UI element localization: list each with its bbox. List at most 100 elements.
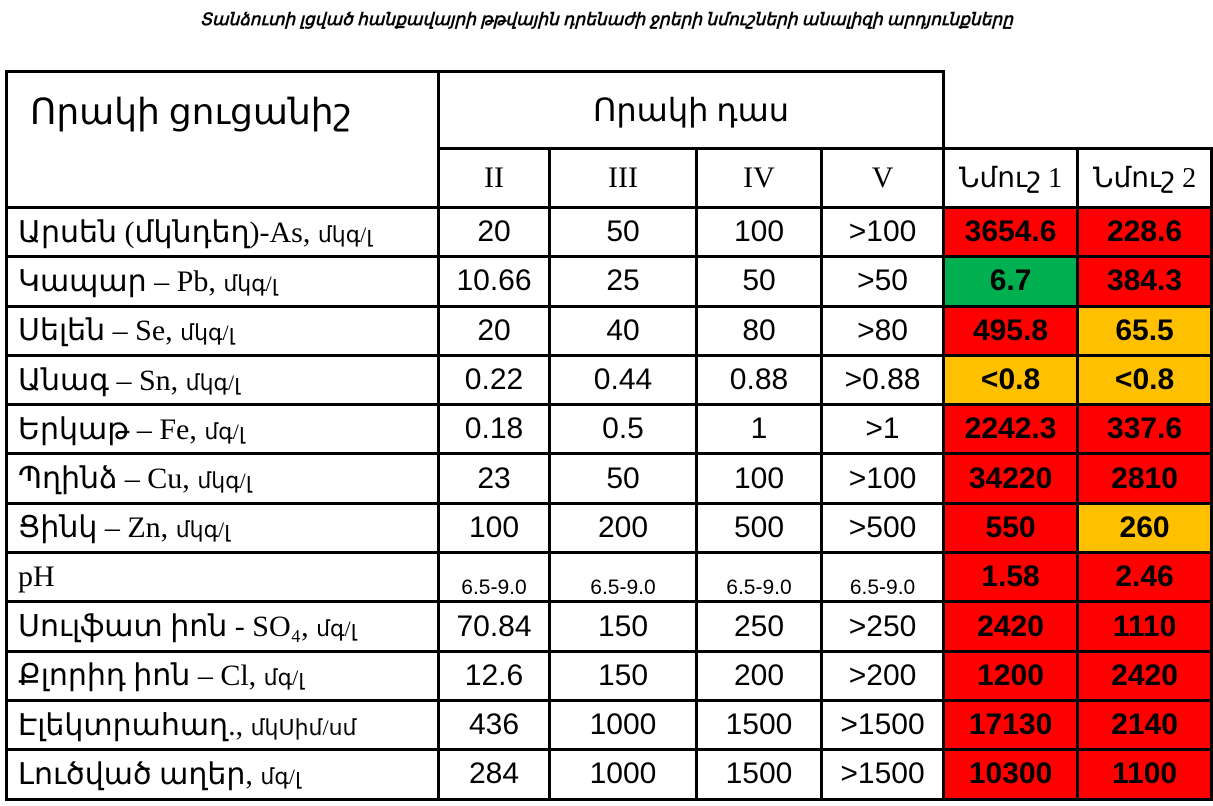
class-value: 0.88 <box>695 353 823 407</box>
name-text: Սուլֆատ իոն - SO₄, <box>18 610 309 644</box>
row: Լուծված աղեր, մգ/լ 284 1000 1500 >1500 10300 1… <box>5 748 1213 801</box>
sample-value: 34220 <box>942 452 1080 505</box>
class-value: >100 <box>819 452 946 505</box>
indicator-name: Սուլֆատ իոն - SO₄, մգ/լ <box>5 600 440 653</box>
name-text: Լուծված աղեր, <box>18 757 253 791</box>
class-header: V <box>819 147 946 209</box>
sample-value: 17130 <box>942 698 1080 752</box>
class-value: 50 <box>548 452 698 505</box>
class-value: 1 <box>695 403 823 456</box>
sample-value: 1100 <box>1076 748 1213 801</box>
indicator-name: Կապար – Pb, մկգ/լ <box>5 255 440 308</box>
name-text: Ցինկ – Zn, <box>18 511 169 545</box>
indicator-name: pH <box>5 551 440 604</box>
class-value: 1500 <box>695 748 823 801</box>
class-header: II <box>437 147 551 209</box>
sample-value: 1200 <box>942 649 1080 702</box>
sample-value: 2242.3 <box>942 403 1080 456</box>
row: Երկաթ – Fe, մգ/լ 0.18 0.5 1 >1 2242.3 337.6 <box>5 403 1213 456</box>
class-value: 200 <box>695 649 823 702</box>
title: Տանձուտի լցված հանքավայրի թթվային դրենաժ… <box>200 10 1013 29</box>
class-value: 150 <box>548 649 698 702</box>
row: Սելեն – Se, մկգ/լ 20 40 80 >80 495.8 65.5 <box>5 304 1213 357</box>
indicator-header: Որակի ցուցանիշ <box>5 70 440 209</box>
indicator-name: Պղինձ – Cu, մկգ/լ <box>5 452 440 505</box>
class-value: 250 <box>695 600 823 653</box>
class-value: 20 <box>437 304 551 357</box>
indicator-name: Արսեն (մկնդեղ)-As, մկգ/լ <box>5 205 440 259</box>
unit-text: մկգ/լ <box>197 468 252 494</box>
class-value: 284 <box>437 748 551 801</box>
unit-text: մգ/լ <box>204 418 245 444</box>
sample-value: 228.6 <box>1076 205 1213 259</box>
class-value: >250 <box>819 600 946 653</box>
row: Քլորիդ իոն – Cl, մգ/լ 12.6 150 200 >200 1200 2… <box>5 649 1213 702</box>
sample-value: 495.8 <box>942 304 1080 357</box>
unit-text: մկգ/լ <box>317 221 373 247</box>
class-value: >50 <box>819 255 946 308</box>
row: Էլեկտրահաղ., մկՍիմ/սմ 436 1000 1500 >1500 171… <box>5 698 1213 752</box>
sample-value: 2140 <box>1076 698 1213 752</box>
indicator-name: Քլորիդ իոն – Cl, մգ/լ <box>5 649 440 702</box>
class-value: 6.5-9.0 <box>437 551 551 604</box>
sample-header: Նմուշ 1 <box>942 147 1080 209</box>
name-text: Կապար – Pb, <box>18 264 216 298</box>
class-value: 100 <box>695 205 823 259</box>
sample-value: 2.46 <box>1076 551 1213 604</box>
sample-value: 384.3 <box>1076 255 1213 308</box>
class-value: 0.22 <box>437 353 551 407</box>
class-value: >80 <box>819 304 946 357</box>
row: Պղինձ – Cu, մկգ/լ 23 50 100 >100 34220 2810 <box>5 452 1213 505</box>
class-value: 6.5-9.0 <box>548 551 698 604</box>
row: Արսեն (մկնդեղ)-As, մկգ/լ 20 50 100 >100 3654.… <box>5 205 1213 259</box>
sample-value: 10300 <box>942 748 1080 801</box>
class-value: 500 <box>695 501 823 555</box>
name-text: Էլեկտրահաղ., <box>18 708 244 742</box>
sample-value: 65.5 <box>1076 304 1213 357</box>
sample-value: <0.8 <box>942 353 1080 407</box>
indicator-name: Ցինկ – Zn, մկգ/լ <box>5 501 440 555</box>
name-text: Քլորիդ իոն – Cl, <box>18 659 257 693</box>
sample-value: 550 <box>942 501 1080 555</box>
class-value: 40 <box>548 304 698 357</box>
row: Ցինկ – Zn, մկգ/լ 100 200 500 >500 550 260 <box>5 501 1213 555</box>
class-value: 100 <box>695 452 823 505</box>
blank-cell <box>942 71 1212 150</box>
class-value: >1500 <box>819 748 946 801</box>
sample-value: <0.8 <box>1076 353 1213 407</box>
class-value: 50 <box>548 205 698 259</box>
sample-value: 2420 <box>1076 649 1213 702</box>
class-value: >0.88 <box>819 353 946 407</box>
class-value: 150 <box>548 600 698 653</box>
class-value: 12.6 <box>437 649 551 702</box>
indicator-name: Էլեկտրահաղ., մկՍիմ/սմ <box>5 698 440 752</box>
unit-text: մգ/լ <box>316 616 357 642</box>
class-header: III <box>548 147 698 209</box>
class-value: 100 <box>437 501 551 555</box>
unit-text: մկՍիմ/սմ <box>250 714 357 740</box>
class-value: 6.5-9.0 <box>695 551 823 604</box>
unit-text: մգ/լ <box>260 763 301 789</box>
class-value: >500 <box>819 501 946 555</box>
sample-value: 337.6 <box>1076 403 1213 456</box>
row: Կապար – Pb, մկգ/լ 10.66 25 50 >50 6.7 384.3 <box>5 255 1213 308</box>
unit-text: մկգ/լ <box>223 270 278 296</box>
name-text: pH <box>18 560 55 594</box>
class-value: 80 <box>695 304 823 357</box>
sample-value: 2810 <box>1076 452 1213 505</box>
sample-value: 3654.6 <box>942 205 1080 259</box>
sample-header: Նմուշ 2 <box>1076 147 1213 209</box>
row: Սուլֆատ իոն - SO₄, մգ/լ 70.84 150 250 >250 24… <box>5 600 1213 653</box>
name-text: Սելեն – Se, <box>18 314 173 348</box>
class-value: 0.44 <box>548 353 698 407</box>
class-value: 0.18 <box>437 403 551 456</box>
sample-value: 260 <box>1076 501 1213 555</box>
class-value: 0.5 <box>548 403 698 456</box>
class-value: 20 <box>437 205 551 259</box>
quality-table: Որակի ցուցանիշ Որակի դաս II III IV V Նմուշ 1… <box>5 70 1213 801</box>
class-value: 1500 <box>695 698 823 752</box>
class-value: 6.5-9.0 <box>819 551 946 604</box>
sample-value: 1.58 <box>942 551 1080 604</box>
indicator-name: Երկաթ – Fe, մգ/լ <box>5 403 440 456</box>
